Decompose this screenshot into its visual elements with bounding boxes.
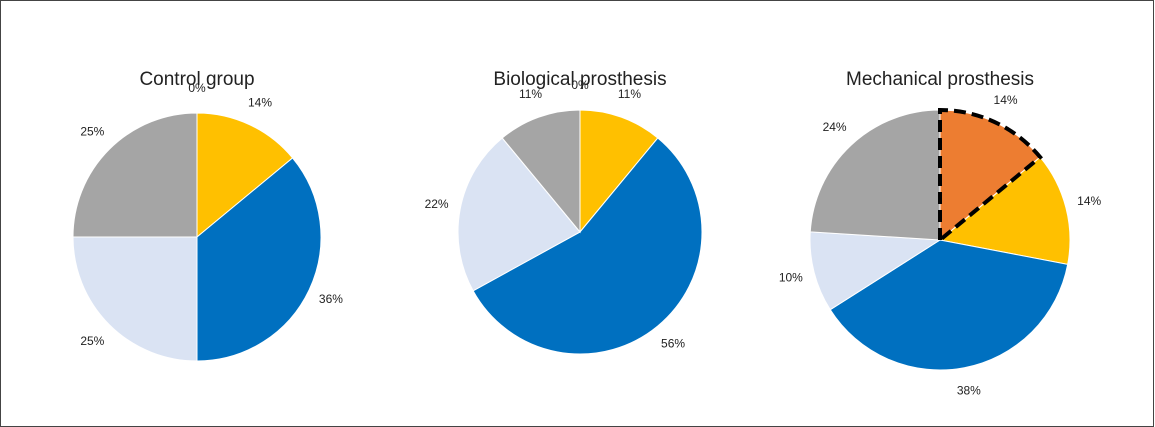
pie-slice [196, 112, 294, 239]
pie-slice [472, 137, 703, 355]
slice-outline [938, 107, 1043, 245]
slice-label: 11% [618, 87, 641, 101]
pie-slice [196, 157, 322, 362]
pie-slice [72, 236, 198, 362]
slice-label: 25% [80, 334, 104, 348]
chart-title: Biological prosthesis [493, 69, 666, 90]
slice-label: 24% [823, 120, 847, 134]
slice-label: 0% [571, 78, 589, 92]
pie-slice [457, 137, 581, 292]
pie-slice [938, 156, 1071, 265]
slice-label: 14% [1077, 194, 1101, 208]
chart-title: Control group [139, 69, 254, 90]
slice-label: 22% [425, 197, 449, 211]
slice-label: 36% [319, 292, 343, 306]
chart-title: Mechanical prosthesis [846, 69, 1034, 90]
slice-label: 11% [519, 87, 542, 101]
pie-slice [809, 109, 941, 241]
pie-slice [72, 112, 198, 238]
slice-label: 10% [779, 270, 803, 284]
slice-label: 0% [188, 81, 206, 95]
pie-slice [501, 109, 581, 234]
slice-label: 38% [957, 383, 981, 397]
pie-slice [579, 109, 659, 234]
slice-label: 14% [248, 95, 272, 109]
pie-slice [809, 231, 942, 311]
slice-label: 25% [80, 125, 104, 139]
slice-label: 14% [994, 93, 1018, 107]
slice-label: 56% [661, 337, 685, 351]
